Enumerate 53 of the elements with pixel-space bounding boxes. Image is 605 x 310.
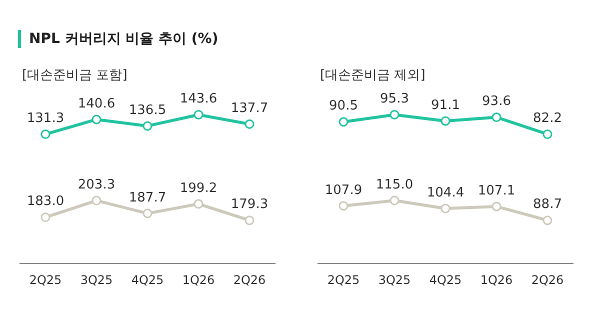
chart-subtitle: [대손준비금 포함] bbox=[22, 67, 128, 84]
point bbox=[92, 114, 102, 124]
point bbox=[492, 202, 502, 212]
point bbox=[440, 116, 450, 126]
data-label: 136.5 bbox=[128, 102, 166, 118]
data-label: 187.7 bbox=[128, 190, 166, 206]
data-label: 143.6 bbox=[180, 92, 218, 107]
point bbox=[390, 110, 400, 120]
x-tick-label: 4Q25 bbox=[429, 272, 462, 287]
x-tick-label: 3Q25 bbox=[378, 272, 411, 287]
x-tick-label: 1Q26 bbox=[182, 272, 215, 287]
data-label: 107.1 bbox=[478, 183, 516, 198]
point bbox=[338, 201, 348, 211]
data-label: 140.6 bbox=[78, 96, 116, 112]
data-label: 115.0 bbox=[376, 177, 414, 192]
point bbox=[440, 204, 450, 214]
data-label: 203.3 bbox=[78, 177, 116, 192]
data-label: 91.1 bbox=[431, 98, 460, 113]
data-label: 95.3 bbox=[380, 92, 409, 107]
data-label: 137.7 bbox=[230, 100, 268, 116]
x-tick-label: 2Q26 bbox=[531, 272, 564, 287]
point bbox=[40, 212, 50, 222]
point bbox=[40, 129, 50, 139]
x-tick-label: 2Q25 bbox=[327, 272, 360, 287]
chart-subtitle: [대손준비금 제외] bbox=[320, 67, 426, 84]
data-label: 104.4 bbox=[426, 185, 464, 200]
data-label: 131.3 bbox=[26, 111, 64, 126]
point bbox=[338, 117, 348, 127]
point bbox=[542, 129, 552, 139]
data-label: 88.7 bbox=[533, 197, 562, 212]
point bbox=[492, 112, 502, 122]
point bbox=[92, 196, 102, 206]
data-label: 183.0 bbox=[26, 194, 64, 210]
point bbox=[390, 196, 400, 206]
point bbox=[542, 216, 552, 226]
chart-title: NPL 커버리지 비율 추이 (%) bbox=[29, 30, 218, 48]
data-label: 82.2 bbox=[533, 111, 562, 126]
x-tick-label: 2Q26 bbox=[233, 272, 266, 287]
data-label: 93.6 bbox=[482, 94, 511, 110]
x-tick-label: 2Q25 bbox=[29, 272, 62, 287]
x-tick-label: 1Q26 bbox=[480, 272, 513, 287]
data-label: 179.3 bbox=[230, 197, 268, 212]
point bbox=[142, 121, 152, 131]
x-tick-label: 3Q25 bbox=[80, 272, 113, 287]
data-label: 90.5 bbox=[329, 98, 358, 114]
point bbox=[142, 208, 152, 218]
point bbox=[244, 216, 254, 226]
point bbox=[194, 199, 204, 209]
x-tick-label: 4Q25 bbox=[131, 272, 164, 287]
data-label: 199.2 bbox=[180, 180, 218, 196]
point bbox=[244, 119, 254, 129]
data-label: 107.9 bbox=[324, 182, 362, 198]
point bbox=[194, 110, 204, 120]
